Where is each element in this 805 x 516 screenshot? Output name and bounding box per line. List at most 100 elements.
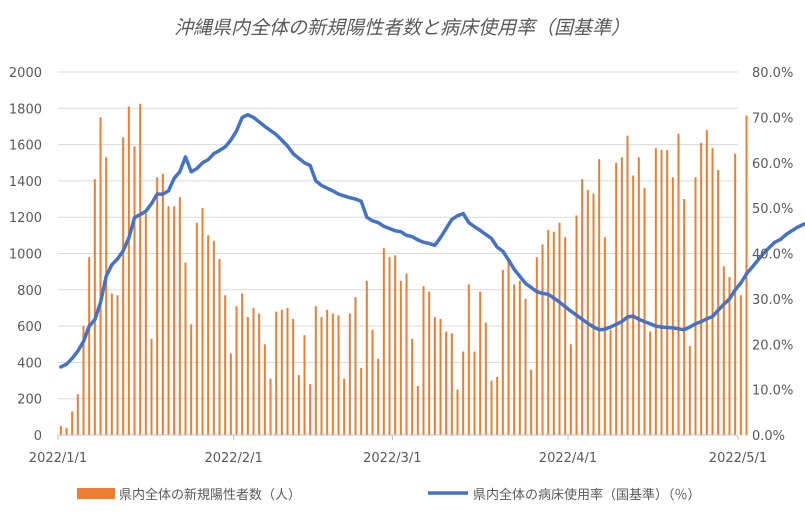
bar (603, 237, 606, 435)
bar-series (59, 103, 748, 436)
bar (700, 142, 703, 435)
bar (241, 293, 244, 435)
bar (201, 208, 204, 435)
bar (382, 248, 385, 435)
bar (280, 309, 283, 435)
bar (677, 133, 680, 435)
bar (252, 307, 255, 435)
bar (450, 333, 453, 435)
bar (292, 318, 295, 435)
left-tick-label: 1800 (9, 102, 42, 117)
bar (530, 369, 533, 435)
bar (547, 229, 550, 435)
bar (365, 280, 368, 435)
left-tick-label: 400 (17, 356, 42, 371)
bar (592, 193, 595, 435)
bar (178, 197, 181, 435)
bar (507, 258, 510, 435)
bar (110, 293, 113, 435)
bar (263, 344, 266, 435)
right-tick-label: 60.0% (752, 157, 793, 172)
bar (433, 317, 436, 435)
bar (660, 150, 663, 436)
bar (654, 148, 657, 436)
left-tick-label: 2000 (9, 66, 42, 81)
bar (581, 179, 584, 435)
bar (212, 240, 215, 435)
bar (496, 376, 499, 435)
bar (609, 329, 612, 435)
bar (598, 159, 601, 435)
bar (615, 162, 618, 435)
bar (59, 425, 62, 435)
bar (99, 117, 102, 435)
bar (490, 380, 493, 435)
bar (683, 199, 686, 435)
left-tick-label: 0 (34, 429, 42, 444)
bar (144, 213, 147, 435)
bar (728, 277, 731, 435)
legend: 県内全体の新規陽性者数（人） 県内全体の病床使用率（国基準）（％） (77, 487, 701, 503)
bar (586, 189, 589, 435)
bar (167, 206, 170, 435)
bar (632, 175, 635, 435)
bar (320, 317, 323, 435)
bar (133, 146, 136, 436)
bar (671, 177, 674, 435)
bar (405, 273, 408, 435)
x-tick-label: 2022/1/1 (29, 451, 87, 466)
bar (734, 153, 737, 436)
bar (445, 331, 448, 435)
legend-label-bar: 県内全体の新規陽性者数（人） (119, 487, 301, 503)
x-tick-label: 2022/2/1 (204, 451, 262, 466)
bar (541, 244, 544, 435)
bar (484, 322, 487, 435)
bar (269, 378, 272, 435)
left-tick-label: 1000 (9, 248, 42, 263)
bar (626, 135, 629, 435)
bar (688, 346, 691, 435)
bar (76, 394, 79, 435)
right-tick-label: 30.0% (752, 293, 793, 308)
left-tick-label: 800 (17, 284, 42, 299)
bar (535, 257, 538, 435)
right-tick-label: 70.0% (752, 111, 793, 126)
bar (184, 262, 187, 435)
x-tick-label: 2022/5/1 (709, 451, 767, 466)
bar (462, 351, 465, 435)
bar (326, 309, 329, 435)
bar (88, 257, 91, 435)
bar (348, 313, 351, 435)
bar (456, 389, 459, 435)
bar (473, 351, 476, 435)
legend-label-line: 県内全体の病床使用率（国基準）（％） (473, 487, 701, 503)
bar (643, 188, 646, 435)
bar (649, 331, 652, 435)
bar (394, 255, 397, 435)
bar (564, 237, 567, 435)
legend-swatch-bar (77, 488, 115, 499)
axes: 0 200 400 600 800 1000 1200 1400 1600 1800 2000 0.0… (9, 66, 793, 466)
bar (620, 157, 623, 435)
line-path (59, 112, 805, 369)
x-tick-label: 2022/3/1 (363, 451, 421, 466)
bar (552, 231, 555, 435)
bar (739, 295, 742, 435)
gridlines (58, 71, 738, 400)
bar (501, 269, 504, 435)
chart-title: 沖縄県内全体の新規陽性者数と病床使用率（国基準） (174, 17, 630, 39)
bar (65, 427, 68, 435)
bar (303, 335, 306, 435)
bar (275, 311, 278, 435)
right-tick-label: 20.0% (752, 338, 793, 353)
x-tick-label: 2022/4/1 (539, 451, 597, 466)
bar (518, 280, 521, 435)
bar (331, 313, 334, 435)
bar (190, 324, 193, 435)
bar (467, 284, 470, 435)
bar (416, 385, 419, 435)
left-tick-label: 1400 (9, 175, 42, 190)
bar (439, 318, 442, 435)
bar (207, 235, 210, 435)
